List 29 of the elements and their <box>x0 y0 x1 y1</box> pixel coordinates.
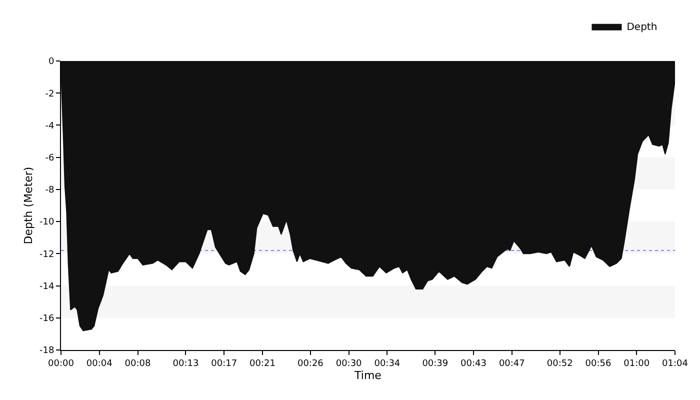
x-tick-label: 01:04 <box>662 358 688 369</box>
y-tick-label: -18 <box>39 346 54 356</box>
x-tick-label: 01:00 <box>624 358 650 369</box>
x-tick-label: 00:39 <box>422 358 448 369</box>
y-tick-label: -14 <box>39 282 54 292</box>
x-tick-label: 00:30 <box>336 358 362 369</box>
y-axis-title: Depth (Meter) <box>22 166 36 244</box>
y-tick-label: -2 <box>45 89 54 100</box>
x-tick-label: 00:52 <box>546 358 573 369</box>
y-tick-label: -4 <box>45 121 54 132</box>
y-tick-label: -8 <box>45 186 54 196</box>
x-tick-label: 00:21 <box>250 358 276 369</box>
x-tick-label: 00:00 <box>48 358 74 369</box>
x-tick-label: 00:17 <box>211 358 238 369</box>
x-tick-label: 00:13 <box>172 358 199 369</box>
x-tick-label: 00:04 <box>86 358 113 369</box>
x-tick-label: 00:08 <box>124 358 151 369</box>
y-tick-label: -12 <box>39 250 54 260</box>
y-tick-label: 0 <box>48 57 54 68</box>
legend-label: Depth <box>626 22 658 34</box>
x-tick-label: 00:47 <box>498 358 525 369</box>
x-axis-title: Time <box>354 368 382 382</box>
y-tick-label: -6 <box>45 153 54 164</box>
x-tick-label: 00:56 <box>585 358 612 369</box>
y-tick-label: -10 <box>39 218 54 228</box>
y-tick-label: -16 <box>39 314 54 324</box>
x-tick-label: 00:34 <box>374 358 400 369</box>
x-tick-label: 00:43 <box>460 358 486 369</box>
x-tick-label: 00:26 <box>297 358 324 369</box>
